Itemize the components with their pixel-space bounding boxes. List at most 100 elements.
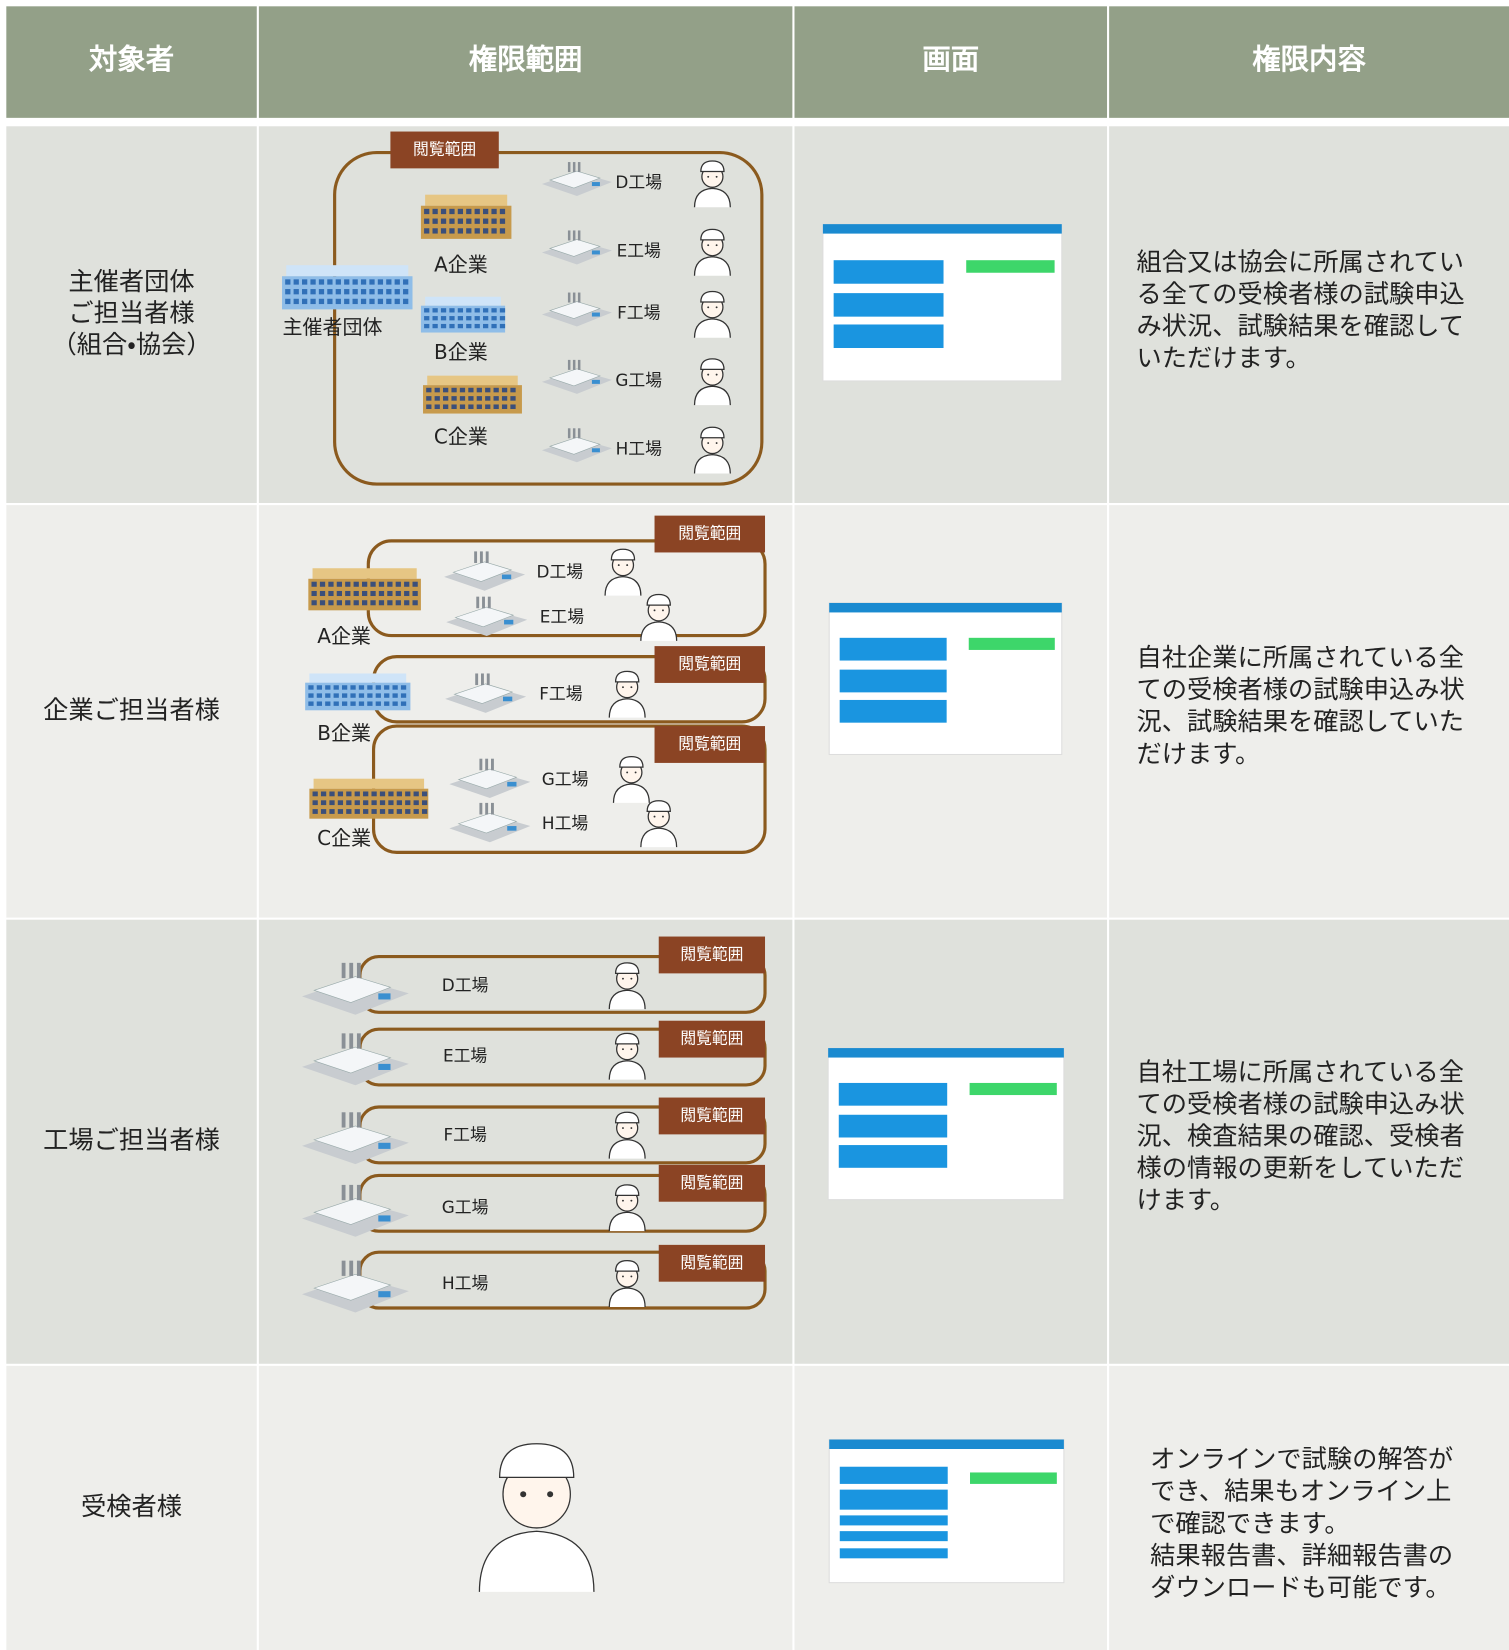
office-window	[421, 800, 428, 806]
office-window	[370, 581, 376, 587]
office-window	[404, 581, 410, 587]
office-window	[308, 701, 314, 706]
office-window	[491, 228, 497, 234]
office-window	[325, 693, 331, 698]
office-window	[285, 279, 291, 285]
scope-label-box	[390, 131, 499, 169]
office-window	[345, 581, 351, 587]
office-window	[493, 404, 499, 410]
office-window	[424, 316, 430, 321]
office-roof	[427, 375, 518, 386]
factory-truck	[378, 1142, 391, 1149]
office-window	[353, 581, 359, 587]
factory-chimney	[577, 162, 581, 173]
office-window	[413, 800, 419, 806]
description-text: いただけます。	[1136, 344, 1310, 373]
office-window	[405, 800, 411, 806]
factory-chimney	[349, 962, 354, 979]
office-window	[378, 600, 385, 606]
office-window	[371, 791, 377, 797]
office-window	[457, 323, 464, 329]
screen-thumbnail	[828, 1439, 1065, 1584]
office-window	[285, 298, 291, 305]
office-window	[451, 396, 457, 401]
person-body	[478, 1530, 595, 1592]
factory-chimney	[475, 673, 479, 686]
office-window	[328, 581, 334, 587]
factory-body	[453, 683, 514, 704]
office-window	[392, 693, 398, 698]
office-window	[352, 289, 358, 295]
factory-chimney	[485, 802, 489, 815]
person-eye	[707, 306, 710, 309]
header-text: 対象者	[89, 43, 174, 76]
factory-chimney	[577, 359, 581, 370]
office-window	[457, 218, 464, 224]
person-body	[693, 187, 731, 208]
office-window	[312, 809, 318, 814]
office-window	[375, 701, 381, 706]
office-window	[318, 279, 325, 285]
company-label: A企業	[434, 253, 488, 277]
office-window	[377, 289, 384, 295]
office-window	[499, 218, 506, 224]
description-text: でき、結果もオンライン上	[1150, 1477, 1451, 1506]
office-window	[394, 289, 400, 295]
factory-chimney	[481, 673, 484, 686]
screen-button	[839, 1531, 948, 1542]
table-cell	[6, 126, 257, 503]
office-window	[491, 323, 497, 329]
person-icon	[608, 670, 646, 718]
office-window	[421, 809, 428, 814]
factory-chimney	[567, 428, 571, 439]
office-window	[457, 228, 464, 234]
office-window	[350, 685, 356, 690]
office-window	[327, 289, 333, 295]
office-window	[395, 581, 401, 587]
factory-label: H工場	[442, 1273, 488, 1293]
office-window	[483, 308, 489, 313]
office-window	[426, 404, 432, 410]
person-eye	[622, 1275, 624, 1278]
office-window	[457, 316, 464, 321]
office-window	[335, 279, 341, 285]
office-window	[353, 600, 359, 606]
person-cap	[614, 1032, 640, 1045]
office-window	[457, 208, 464, 215]
person-icon	[608, 1111, 646, 1159]
office-window	[412, 600, 418, 606]
office-window	[388, 809, 394, 814]
person-icon	[478, 1443, 595, 1592]
factory-label: H工場	[542, 813, 588, 833]
factory-icon	[302, 1260, 409, 1313]
factory-body	[452, 561, 513, 582]
factory-truck	[504, 619, 514, 625]
factory-label: F工場	[539, 684, 583, 704]
office-window	[316, 701, 323, 706]
office-window	[466, 308, 472, 313]
factory-body	[457, 768, 518, 790]
person-eye	[707, 244, 710, 247]
office-window	[308, 685, 314, 690]
screen-button	[839, 669, 947, 693]
factory-label: G工場	[442, 1197, 489, 1217]
office-window	[371, 809, 377, 814]
office-window	[378, 581, 385, 587]
screen-thumbnail	[828, 602, 1063, 756]
factory-chimney	[341, 1033, 346, 1049]
factory-truck	[591, 379, 600, 384]
office-window	[432, 228, 438, 234]
person-eye	[547, 1491, 554, 1498]
person-eye	[630, 686, 633, 689]
scope-label-box	[658, 1164, 766, 1202]
factory-label: E工場	[443, 1046, 487, 1066]
table-cell	[1109, 1365, 1509, 1650]
office-window	[361, 590, 368, 597]
table-cell	[6, 505, 257, 918]
office-roof	[312, 568, 417, 579]
person-icon	[608, 962, 646, 1010]
factory-chimney	[356, 1184, 361, 1201]
header-cell	[258, 6, 793, 118]
scope-label: 閲覧範囲	[678, 734, 741, 753]
factory-chimney	[491, 802, 494, 815]
